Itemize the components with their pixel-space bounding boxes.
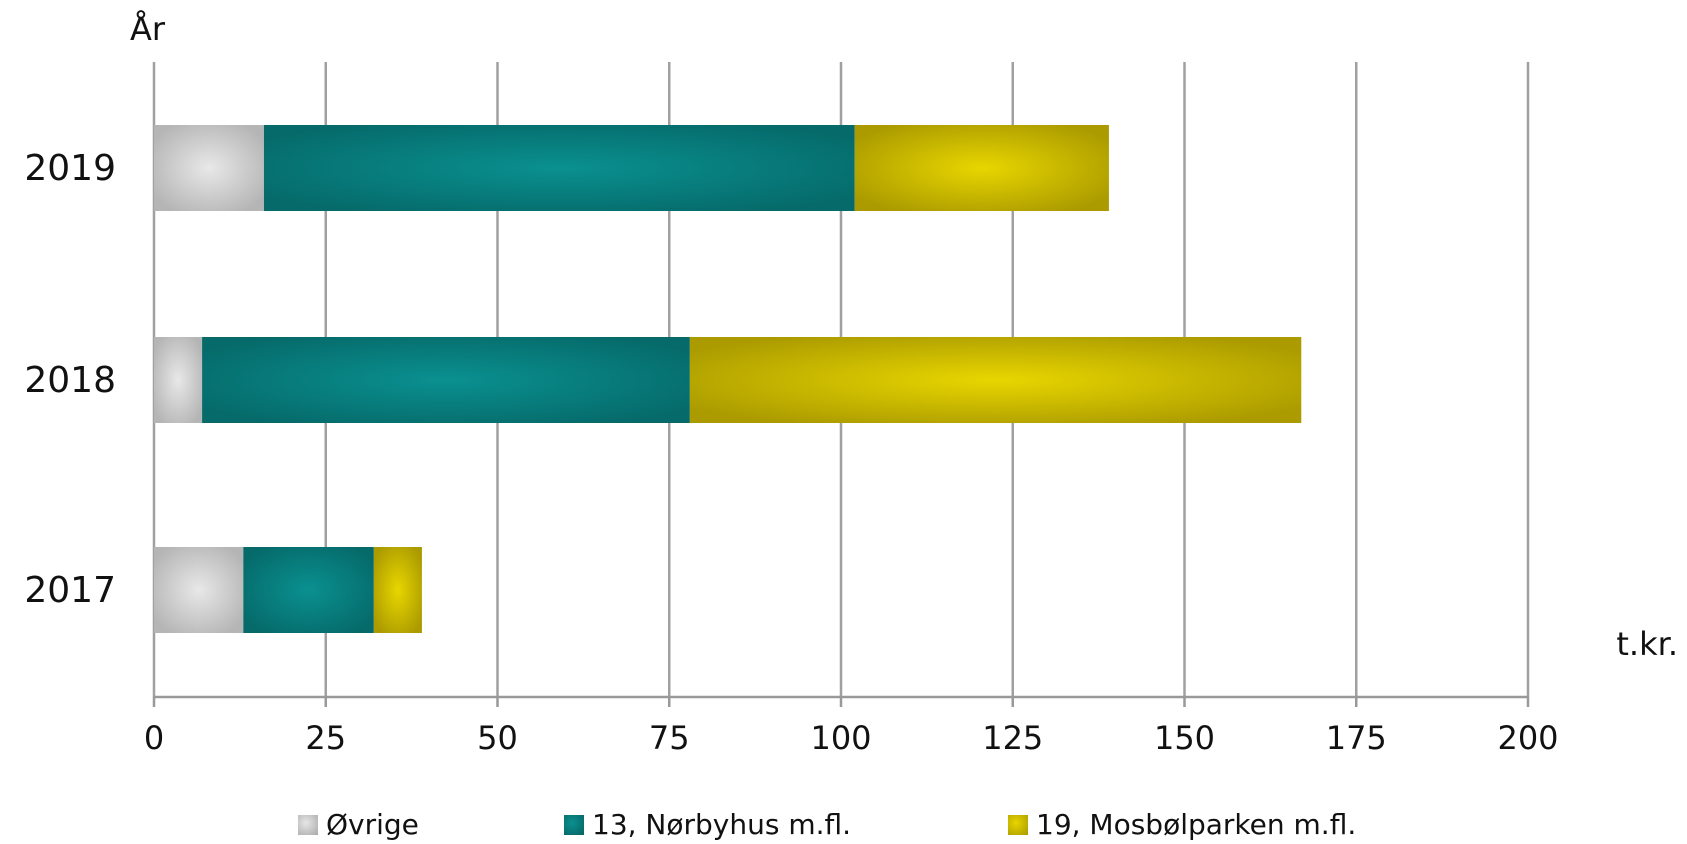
bar-2017-series-1 [243,547,374,633]
x-tick-label: 100 [810,719,871,757]
legend-label: Øvrige [326,808,419,841]
y-axis-title: År [130,10,166,48]
legend-swatch-teal [564,814,584,835]
bar-2019-series-0 [154,125,264,211]
bar-2019-series-1 [263,125,855,211]
legend-swatch-gray [298,814,318,835]
x-tick-label: 50 [477,719,518,757]
axes: 0 25 50 75 100 125 150 175 200 2019 2018 2017 [24,148,1558,757]
bar-2018-series-0 [154,337,203,423]
x-axis-title: t.kr. [1616,625,1678,663]
legend-item-norbyhus: 13, Nørbyhus m.fl. [564,808,851,841]
legend-item-ovrige: Øvrige [298,808,419,841]
bar-2018-series-2 [689,337,1302,423]
bars [154,125,1302,633]
bar-2017-series-2 [373,547,422,633]
x-tick-label: 175 [1326,719,1387,757]
legend-swatch-yellow [1008,814,1028,835]
bar-2018-series-1 [202,337,690,423]
x-tick-label: 25 [305,719,346,757]
bar-2019-series-2 [854,125,1109,211]
y-tick-label: 2019 [24,148,116,189]
y-tick-label: 2017 [24,570,116,611]
y-tick-label: 2018 [24,360,116,401]
legend-item-mosbolparken: 19, Mosbølparken m.fl. [1008,808,1356,841]
legend: Øvrige 13, Nørbyhus m.fl. 19, Mosbølpark… [0,808,1687,844]
x-tick-label: 200 [1497,719,1558,757]
legend-label: 13, Nørbyhus m.fl. [592,808,852,841]
bar-2017-series-0 [154,547,244,633]
x-tick-label: 0 [144,719,164,757]
x-tick-label: 75 [649,719,690,757]
x-tick-label: 125 [982,719,1043,757]
x-tick-label: 150 [1154,719,1215,757]
legend-label: 19, Mosbølparken m.fl. [1036,808,1357,841]
